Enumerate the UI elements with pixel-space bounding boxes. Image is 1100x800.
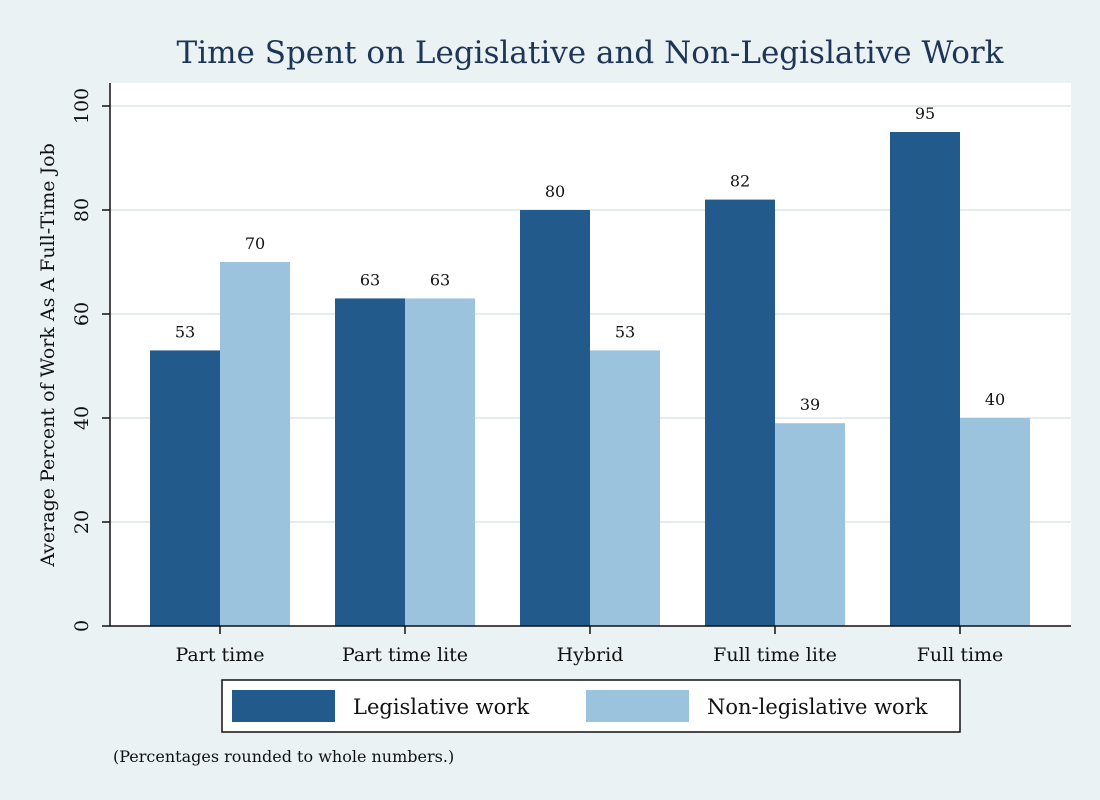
data-labels: 53 70 63 63 80 53 82 39 95 40 xyxy=(175,104,1005,414)
y-tick-label-80: 80 xyxy=(71,198,93,222)
bar-full-time-lite-non-legislative-work xyxy=(775,423,845,626)
data-label-full-time-legislative-work: 95 xyxy=(915,104,935,123)
bar-part-time-non-legislative-work xyxy=(220,262,290,626)
legend-swatch-non-legislative xyxy=(586,690,689,722)
bars xyxy=(150,132,1030,626)
legend-label-legislative: Legislative work xyxy=(353,695,529,719)
y-tick-label-100: 100 xyxy=(71,88,93,124)
x-tick-label-hybrid: Hybrid xyxy=(557,644,624,666)
x-tick-label-part-time-lite: Part time lite xyxy=(342,644,468,666)
bar-hybrid-legislative-work xyxy=(520,210,590,626)
legend: Legislative work Non-legislative work xyxy=(221,679,961,733)
y-tick-label-20: 20 xyxy=(71,510,93,534)
data-label-full-time-lite-legislative-work: 82 xyxy=(730,172,750,191)
bar-full-time-legislative-work xyxy=(890,132,960,626)
x-tick-label-full-time-lite: Full time lite xyxy=(713,644,837,666)
chart-title: Time Spent on Legislative and Non-Legisl… xyxy=(177,35,1004,71)
y-tick-label-40: 40 xyxy=(71,406,93,430)
y-axis-label: Average Percent of Work As A Full-Time J… xyxy=(37,143,59,568)
data-label-part-time-legislative-work: 53 xyxy=(175,322,195,341)
bar-part-time-legislative-work xyxy=(150,350,220,626)
bar-full-time-lite-legislative-work xyxy=(705,199,775,626)
data-label-full-time-lite-non-legislative-work: 39 xyxy=(800,395,820,414)
footnote: (Percentages rounded to whole numbers.) xyxy=(113,747,454,766)
data-label-hybrid-non-legislative-work: 53 xyxy=(615,322,635,341)
x-ticks: Part time Part time lite Hybrid Full time l… xyxy=(176,626,1004,666)
y-tick-label-60: 60 xyxy=(71,302,93,326)
y-ticks: 0 20 40 60 80 100 xyxy=(71,88,110,632)
data-label-full-time-non-legislative-work: 40 xyxy=(985,390,1005,409)
data-label-part-time-lite-legislative-work: 63 xyxy=(360,270,380,289)
bar-hybrid-non-legislative-work xyxy=(590,350,660,626)
x-tick-label-full-time: Full time xyxy=(917,644,1004,666)
data-label-part-time-lite-non-legislative-work: 63 xyxy=(430,270,450,289)
bar-part-time-lite-non-legislative-work xyxy=(405,298,475,626)
y-tick-label-0: 0 xyxy=(71,620,93,632)
data-label-part-time-non-legislative-work: 70 xyxy=(245,234,265,253)
legend-label-non-legislative: Non-legislative work xyxy=(707,695,928,719)
bar-part-time-lite-legislative-work xyxy=(335,298,405,626)
x-tick-label-part-time: Part time xyxy=(176,644,265,666)
data-label-hybrid-legislative-work: 80 xyxy=(545,182,565,201)
bar-full-time-non-legislative-work xyxy=(960,418,1030,626)
legend-swatch-legislative xyxy=(232,690,335,722)
